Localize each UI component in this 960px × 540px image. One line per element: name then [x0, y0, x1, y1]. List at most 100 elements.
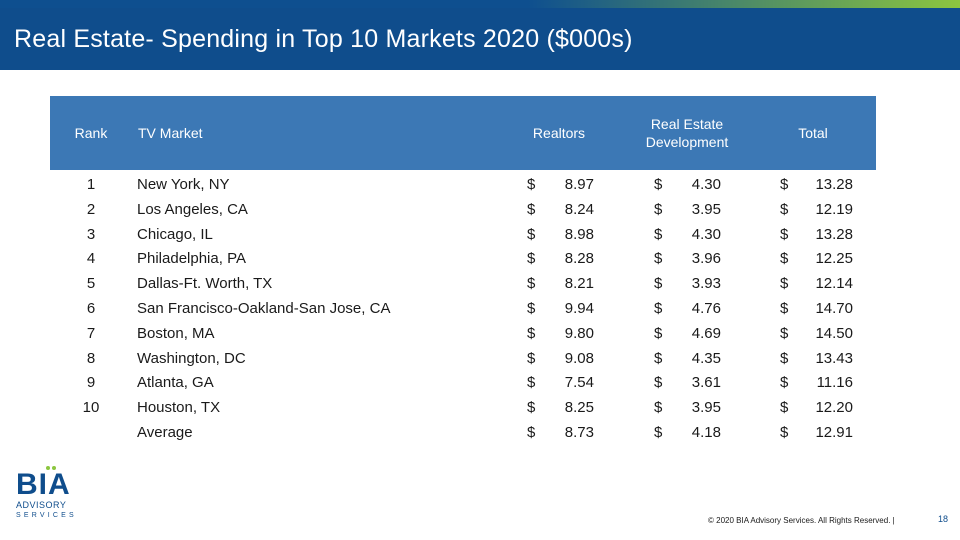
rank-cell: 6	[86, 300, 96, 317]
header-rank: Rank	[50, 96, 132, 170]
realtors-cell: 9.08	[564, 349, 594, 367]
slide-title: Real Estate- Spending in Top 10 Markets …	[14, 24, 633, 53]
development-currency: $	[654, 225, 663, 243]
development-cell: 3.95	[691, 399, 721, 417]
market-cell: Los Angeles, CA	[137, 200, 248, 218]
realtors-currency: $	[527, 300, 536, 317]
development-cell: 4.69	[691, 324, 721, 342]
market-cell: Atlanta, GA	[137, 374, 214, 392]
total-currency: $	[780, 200, 789, 218]
total-currency: $	[780, 399, 789, 417]
total-currency: $	[780, 176, 789, 193]
total-cell: 13.28	[815, 176, 853, 193]
header-total: Total	[750, 96, 876, 170]
market-cell: Boston, MA	[137, 324, 215, 342]
rank-cell: 9	[86, 374, 96, 392]
header-realtors: Realtors	[494, 96, 624, 170]
rank-cell: 8	[86, 349, 96, 367]
development-cell: 3.93	[691, 275, 721, 293]
development-cell: 3.61	[691, 374, 721, 392]
rank-cell: 1	[86, 176, 96, 193]
total-cell: 14.50	[815, 324, 853, 342]
total-currency: $	[780, 300, 789, 317]
market-cell: San Francisco-Oakland-San Jose, CA	[137, 300, 391, 317]
development-currency: $	[654, 275, 663, 293]
market-cell: Houston, TX	[137, 399, 221, 417]
market-cell: Chicago, IL	[137, 225, 213, 243]
development-cell: 4.76	[691, 300, 721, 317]
total-cell: 12.14	[815, 275, 853, 293]
market-cell: Philadelphia, PA	[137, 250, 246, 268]
rank-cell: 4	[86, 250, 96, 268]
rank-cell: 2	[86, 200, 96, 218]
total-cell: 12.91	[815, 424, 853, 441]
realtors-currency: $	[527, 349, 536, 367]
realtors-cell: 8.25	[564, 399, 594, 417]
realtors-currency: $	[527, 176, 536, 193]
total-currency: $	[780, 424, 789, 441]
total-cell: 13.28	[815, 225, 853, 243]
development-currency: $	[654, 399, 663, 417]
total-cell: 13.43	[815, 349, 853, 367]
total-cell: 12.20	[815, 399, 853, 417]
realtors-currency: $	[527, 424, 536, 441]
total-currency: $	[780, 324, 789, 342]
development-cell: 4.30	[691, 176, 721, 193]
total-cell: 12.25	[815, 250, 853, 268]
total-currency: $	[780, 349, 789, 367]
bia-logo: BIA ADVISORY SERVICES	[16, 466, 86, 525]
development-currency: $	[654, 176, 663, 193]
market-cell: Dallas-Ft. Worth, TX	[137, 275, 273, 293]
development-cell: 3.95	[691, 200, 721, 218]
logo-advisory: ADVISORY	[16, 500, 67, 510]
development-cell: 4.18	[691, 424, 721, 441]
rank-cell: 5	[86, 275, 96, 293]
realtors-currency: $	[527, 374, 536, 392]
logo-services: SERVICES	[16, 512, 77, 519]
realtors-currency: $	[527, 399, 536, 417]
development-currency: $	[654, 349, 663, 367]
copyright-footer: © 2020 BIA Advisory Services. All Rights…	[708, 516, 895, 525]
total-currency: $	[780, 225, 789, 243]
development-cell: 4.30	[691, 225, 721, 243]
market-cell: Average	[137, 424, 193, 441]
realtors-cell: 9.94	[564, 300, 594, 317]
realtors-cell: 8.28	[564, 250, 594, 268]
development-currency: $	[654, 200, 663, 218]
realtors-cell: 8.24	[564, 200, 594, 218]
title-bar: Real Estate- Spending in Top 10 Markets …	[0, 8, 960, 70]
rank-cell: 10	[82, 399, 100, 417]
rank-cell: 3	[86, 225, 96, 243]
realtors-currency: $	[527, 324, 536, 342]
header-development: Real Estate Development	[624, 96, 750, 170]
development-cell: 3.96	[691, 250, 721, 268]
total-currency: $	[780, 374, 789, 392]
development-currency: $	[654, 374, 663, 392]
development-currency: $	[654, 424, 663, 441]
realtors-currency: $	[527, 225, 536, 243]
realtors-cell: 8.97	[564, 176, 594, 193]
total-cell: 11.16	[816, 374, 853, 392]
total-cell: 14.70	[815, 300, 853, 317]
top-accent-strip	[0, 0, 960, 8]
market-cell: Washington, DC	[137, 349, 246, 367]
realtors-cell: 8.21	[564, 275, 594, 293]
total-currency: $	[780, 275, 789, 293]
realtors-currency: $	[527, 250, 536, 268]
realtors-currency: $	[527, 275, 536, 293]
development-currency: $	[654, 250, 663, 268]
page-number: 18	[938, 514, 949, 524]
market-cell: New York, NY	[137, 176, 230, 193]
header-market: TV Market	[132, 96, 494, 170]
logo-wordmark: BIA	[16, 468, 71, 501]
total-currency: $	[780, 250, 789, 268]
realtors-cell: 8.73	[564, 424, 594, 441]
rank-cell: 7	[86, 324, 96, 342]
realtors-cell: 7.54	[564, 374, 594, 392]
development-cell: 4.35	[691, 349, 721, 367]
total-cell: 12.19	[815, 200, 853, 218]
development-currency: $	[654, 324, 663, 342]
realtors-cell: 9.80	[564, 324, 594, 342]
development-currency: $	[654, 300, 663, 317]
realtors-cell: 8.98	[564, 225, 594, 243]
